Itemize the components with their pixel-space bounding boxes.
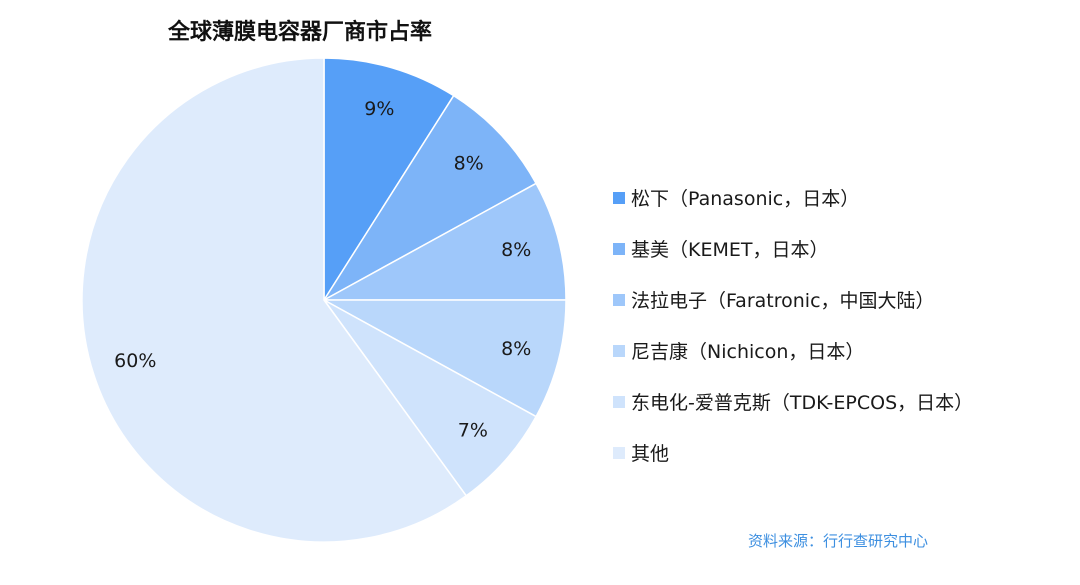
pie-data-label-1: 8% — [454, 153, 484, 175]
source-note: 资料来源：行行查研究中心 — [748, 532, 929, 550]
legend: 松下（Panasonic，日本） 基美（KEMET，日本） 法拉电子（Faratro… — [613, 172, 973, 478]
legend-swatch — [613, 242, 625, 255]
legend-swatch — [613, 191, 625, 204]
pie-data-label-2: 8% — [501, 239, 531, 261]
legend-label: 东电化-爱普克斯（TDK-EPCOS，日本） — [631, 392, 974, 414]
pie-data-label-5: 60% — [114, 350, 156, 372]
pie-data-label-3: 8% — [501, 338, 531, 360]
pie-data-label-0: 9% — [364, 98, 394, 120]
legend-label: 其他 — [631, 443, 670, 465]
legend-item-5: 其他 — [613, 427, 973, 478]
legend-swatch — [613, 395, 625, 408]
pie-slice-4 — [323, 299, 538, 497]
pie-slice-1 — [323, 94, 538, 301]
legend-label: 基美（KEMET，日本） — [631, 239, 829, 261]
pie-labels: 9% 8% 8% 8% 7% 60% — [114, 98, 531, 442]
legend-swatch — [613, 344, 625, 357]
legend-label: 尼吉康（Nichicon，日本） — [631, 341, 865, 363]
chart-title: 全球薄膜电容器厂商市占率 — [168, 20, 433, 45]
pie-slice-3 — [323, 299, 567, 418]
legend-item-1: 基美（KEMET，日本） — [613, 223, 973, 274]
legend-label: 松下（Panasonic，日本） — [631, 188, 860, 210]
legend-swatch — [613, 446, 625, 459]
pie-slices — [81, 57, 567, 543]
pie-data-label-4: 7% — [458, 420, 488, 442]
legend-swatch — [613, 293, 625, 306]
legend-label: 法拉电子（Faratronic，中国大陆） — [631, 290, 935, 312]
legend-item-3: 尼吉康（Nichicon，日本） — [613, 325, 973, 376]
legend-item-4: 东电化-爱普克斯（TDK-EPCOS，日本） — [613, 376, 973, 427]
legend-item-2: 法拉电子（Faratronic，中国大陆） — [613, 274, 973, 325]
pie-slice-2 — [323, 182, 567, 301]
pie-slice-0 — [323, 57, 455, 303]
pie-slice-5 — [81, 57, 468, 543]
legend-item-0: 松下（Panasonic，日本） — [613, 172, 973, 223]
